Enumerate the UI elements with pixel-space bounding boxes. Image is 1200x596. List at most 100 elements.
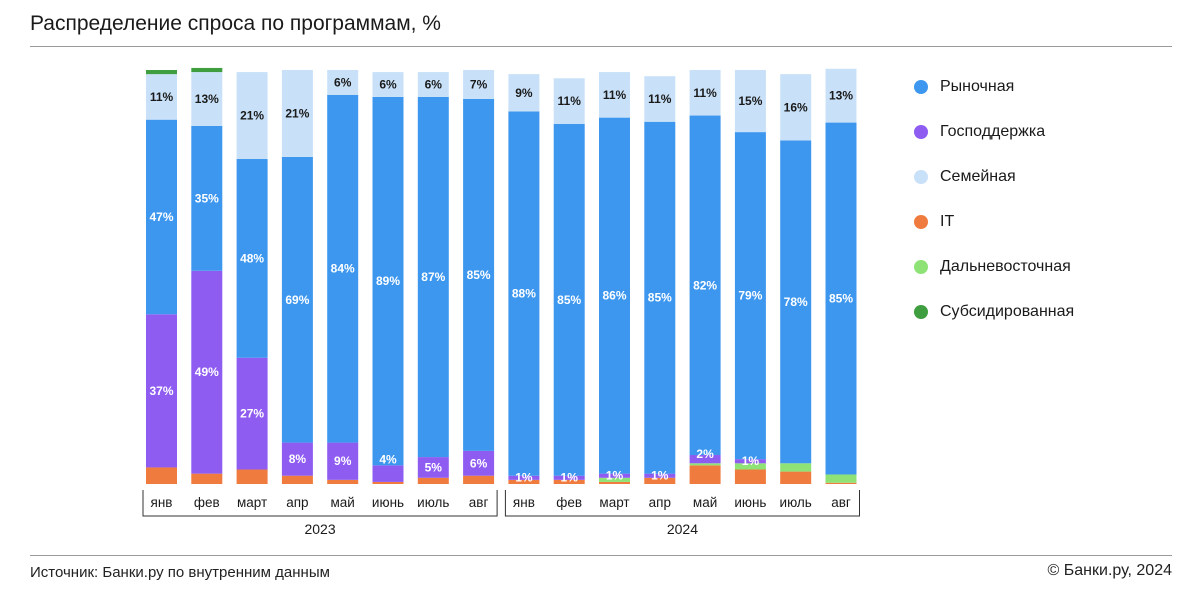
bar-segment-family [463,70,495,99]
bar-segment-it [599,481,630,484]
data-label-market: 87% [421,270,445,284]
bar-segment-gov [463,450,495,476]
bar-segment-market [146,119,177,315]
data-label-family: 11% [558,94,582,108]
data-label-family: 15% [738,94,762,108]
data-label-market: 35% [195,191,219,205]
data-label-family: 9% [515,86,533,100]
copyright-note: © Банки.ру, 2024 [1047,562,1172,579]
bar-segment-it [508,479,540,484]
data-label-market: 69% [285,293,309,307]
data-label-gov: 6% [470,456,488,470]
x-tick-label: апр [649,495,671,510]
bar-segment-it [146,467,177,484]
bar-segment-family [508,74,540,112]
bar-segment-market [689,115,721,456]
bar-segment-market [599,117,630,474]
data-label-family: 11% [693,86,717,100]
data-label-market: 89% [376,274,400,288]
legend-label: Рыночная [940,77,1015,95]
data-label-gov: 1% [561,471,579,485]
x-tick-label: янв [151,495,173,510]
bar-segment-gov [508,475,540,480]
x-tick-label: июль [780,495,812,510]
data-label-gov: 49% [195,365,219,379]
bar-segment-subsidized [146,70,177,75]
x-tick-label: июнь [372,495,404,510]
bar-segment-family [553,78,585,124]
bar-segment-family [644,76,676,122]
bar-segment-gov [327,442,359,480]
legend-swatch [914,169,928,184]
data-label-family: 11% [648,92,672,106]
bar-segment-market [553,123,585,476]
bar-segment-fareast [825,474,857,483]
bar-segment-market [372,96,404,466]
x-tick-label: авг [469,495,489,510]
year-label: 2023 [304,521,335,537]
x-tick-label: янв [513,495,535,510]
bar-segment-it [780,471,812,484]
bar-segment-market [734,132,766,460]
bar-segment-gov [553,475,585,480]
bar-segment-it [327,479,359,484]
data-label-market: 86% [602,289,626,303]
legend-item-fareast: Дальневосточная [914,244,1074,289]
bar-segment-family [372,72,404,97]
legend-label: Субсидированная [940,302,1075,320]
bar-segment-fareast [780,463,812,472]
x-tick-label: май [331,495,355,510]
data-label-market: 47% [149,210,173,224]
bar-segment-it [236,469,268,484]
year-bracket [142,490,498,517]
data-label-family: 21% [240,109,264,123]
bar-segment-it [372,481,404,484]
x-tick-label: фев [194,495,220,510]
bar-segment-fareast [689,463,721,466]
legend-swatch [914,79,928,94]
x-tick-label: июль [417,495,449,510]
data-label-family: 6% [379,77,397,91]
x-tick-label: март [599,495,629,510]
legend-label: Господдержка [940,122,1046,140]
bar-segment-it [644,477,676,484]
legend-label: Дальневосточная [940,257,1071,275]
data-label-gov: 5% [425,460,443,474]
data-label-family: 13% [829,89,853,103]
legend-swatch [914,259,928,274]
x-tick-label: март [237,495,267,510]
data-label-family: 6% [334,75,352,89]
bar-segment-family [236,72,268,160]
bar-segment-it [734,469,766,484]
bar-segment-gov [417,457,449,478]
year-bracket [504,490,860,517]
data-label-gov: 1% [606,469,624,483]
bar-segment-gov [734,459,766,464]
bar-segment-market [281,156,313,443]
bar-segment-family [734,70,766,133]
bar-segment-market [236,159,268,358]
legend-item-it: IT [914,199,1074,244]
data-label-gov: 1% [742,454,760,468]
data-label-gov: 27% [240,407,264,421]
bar-segment-market [463,98,495,451]
bar-segment-family [146,74,177,120]
bar-segment-gov [644,473,676,478]
data-label-market: 79% [738,289,762,303]
legend-item-family: Семейная [914,154,1074,199]
bar-segment-it [825,482,857,484]
x-tick-label: авг [831,495,851,510]
bar-segment-gov [146,314,177,468]
bar-segment-gov [689,455,721,464]
bar-segment-it [553,479,585,484]
bar-segment-fareast [599,477,630,482]
bar-segment-family [417,72,449,97]
bar-segment-it [689,465,721,484]
data-label-market: 82% [693,278,717,292]
legend-item-market: Рыночная [914,64,1074,109]
top-divider [30,46,1172,47]
bar-segment-it [191,473,223,484]
bar-segment-it [281,475,313,484]
data-label-family: 13% [195,92,219,106]
data-label-gov: 8% [289,452,307,466]
